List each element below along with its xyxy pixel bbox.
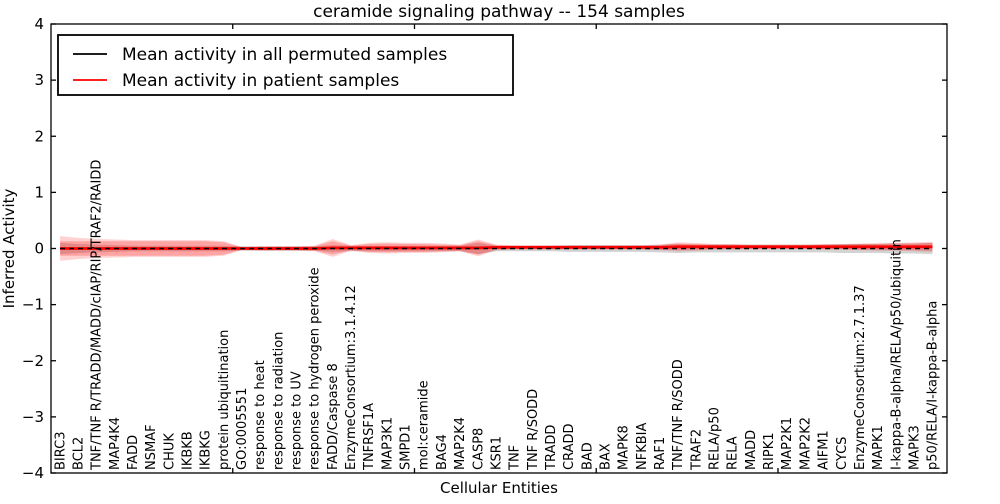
x-category-label: KSR1 [489, 436, 504, 470]
legend-box [57, 34, 514, 96]
x-category-label: BAG4 [435, 434, 450, 470]
x-category-label: protein ubiquitination [217, 330, 232, 470]
x-category-label: FADD [126, 435, 141, 470]
x-category-label: NSMAF [144, 424, 159, 470]
legend-entry-label: Mean activity in all permuted samples [122, 45, 447, 65]
x-category-label: response to UV [290, 371, 305, 470]
x-category-label: SMPD1 [399, 424, 414, 470]
x-category-label: BCL2 [71, 437, 86, 470]
x-category-label: RIPK1 [762, 432, 777, 470]
x-category-label: TRAF2 [689, 429, 704, 471]
x-category-label: response to hydrogen peroxide [308, 267, 323, 470]
x-category-label: CHUK [162, 433, 177, 470]
y-tick-label: 1 [34, 183, 44, 201]
chart-title: ceramide signaling pathway -- 154 sample… [313, 2, 685, 22]
x-category-label: MAPK1 [871, 425, 886, 470]
x-category-label: CRADD [562, 424, 577, 471]
y-tick-label: −3 [22, 408, 44, 426]
x-axis-label: Cellular Entities [440, 479, 558, 497]
x-category-label: TNF [508, 445, 523, 471]
y-tick-label: 2 [34, 127, 44, 145]
x-category-label: MAPK8 [617, 425, 632, 470]
x-category-label: RELA [726, 436, 741, 470]
x-category-label: AIFM1 [817, 430, 832, 470]
x-category-label: MAP2K2 [798, 417, 813, 470]
x-category-label: I-kappa-B-alpha/RELA/p50/ubiquitin [889, 239, 904, 470]
x-category-label: TNFRSF1A [362, 403, 377, 471]
y-tick-label: −2 [22, 352, 44, 370]
x-category-label: MAP2K4 [453, 417, 468, 470]
x-category-label: GO:0005551 [235, 388, 250, 470]
x-category-label: NFKBIA [635, 423, 650, 470]
x-category-label: EnzymeConsortium:3.1.4.12 [344, 285, 359, 470]
x-category-label: BAD [580, 442, 595, 470]
x-category-label: response to heat [253, 360, 268, 470]
x-category-label: TNF R/SODD [526, 389, 541, 471]
x-category-label: TRADD [544, 425, 559, 471]
x-category-label: IKBKG [199, 430, 214, 470]
y-axis-label: Inferred Activity [0, 188, 18, 308]
y-tick-label: 4 [34, 15, 44, 33]
x-category-label: mol:ceramide [417, 380, 432, 470]
x-category-label: response to radiation [271, 332, 286, 470]
x-category-label: RELA/p50 [708, 407, 723, 470]
y-tick-label: 3 [34, 71, 44, 89]
x-category-label: FADD/Caspase 8 [326, 363, 341, 470]
y-tick-label: −4 [22, 464, 44, 482]
x-category-label: TNF/TNF R/SODD [671, 359, 686, 471]
x-category-label: IKBKB [180, 431, 195, 470]
x-category-label: BIRC3 [53, 432, 68, 471]
x-category-label: BAX [598, 443, 613, 470]
x-category-label: RAF1 [653, 437, 668, 470]
x-category-label: MAP4K4 [108, 417, 123, 470]
x-category-label: MAPK3 [907, 425, 922, 470]
x-category-label: CASP8 [471, 428, 486, 470]
x-category-label: MAP3K1 [380, 417, 395, 470]
legend-entry-label: Mean activity in patient samples [122, 71, 399, 91]
x-category-label: MAP2K1 [780, 417, 795, 470]
x-category-label: CYCS [835, 437, 850, 470]
x-category-label: p50/RELA/I-kappa-B-alpha [926, 301, 941, 470]
y-tick-label: 0 [34, 240, 44, 258]
x-category-label: EnzymeConsortium:2.7.1.37 [853, 285, 868, 470]
x-category-label: MADD [744, 430, 759, 470]
y-tick-label: −1 [22, 296, 44, 314]
x-category-label: TNF/TNF R/TRADD/MADD/cIAP/RIP/TRAF2/RAID… [90, 160, 105, 471]
